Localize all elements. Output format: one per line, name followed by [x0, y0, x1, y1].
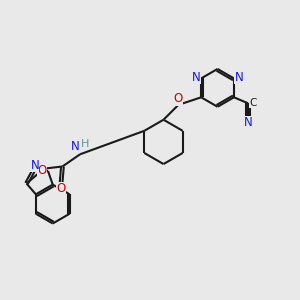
Text: N: N — [234, 70, 243, 83]
Text: O: O — [174, 92, 183, 105]
Text: O: O — [56, 182, 66, 195]
Text: N: N — [244, 116, 252, 130]
Text: N: N — [31, 159, 39, 172]
Text: O: O — [38, 164, 47, 177]
Text: N: N — [192, 70, 201, 83]
Text: H: H — [81, 139, 90, 149]
Text: N: N — [71, 140, 80, 153]
Text: C: C — [249, 98, 256, 108]
